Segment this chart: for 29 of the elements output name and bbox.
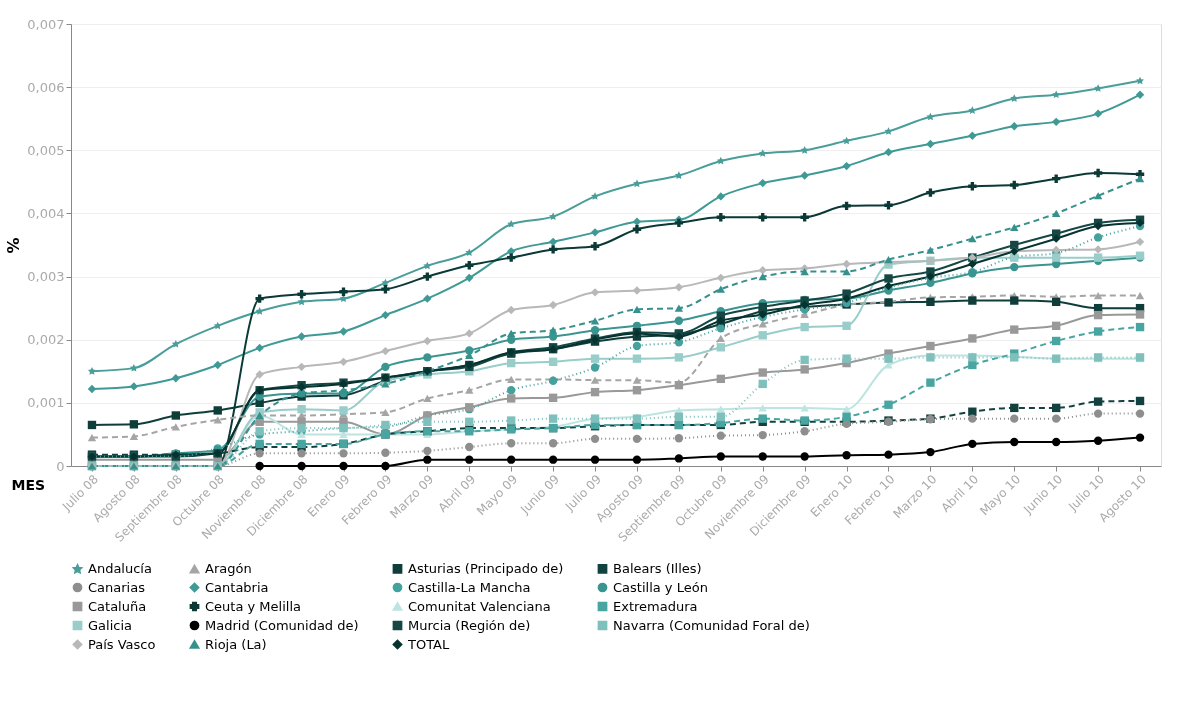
y-tick-label: 0 bbox=[56, 458, 65, 474]
legend-label: País Vasco bbox=[88, 636, 156, 652]
legend-label: Extremadura bbox=[613, 598, 698, 614]
legend-label: Madrid (Comunidad de) bbox=[205, 617, 359, 633]
legend-label: Cantabria bbox=[205, 579, 269, 595]
legend-label: Galicia bbox=[88, 617, 132, 633]
legend-label: Castilla y León bbox=[613, 579, 708, 595]
y-tick-label: 0,007 bbox=[27, 16, 65, 32]
y-tick-label: 0,003 bbox=[27, 269, 65, 285]
x-axis-title: MES bbox=[11, 476, 46, 493]
legend-label: Castilla-La Mancha bbox=[408, 579, 531, 595]
y-tick-label: 0,002 bbox=[27, 332, 65, 348]
y-tick-label: 0,001 bbox=[27, 395, 65, 411]
legend-label: Navarra (Comunidad Foral de) bbox=[613, 617, 810, 633]
legend-label: Canarias bbox=[88, 579, 146, 595]
legend-label: Cataluña bbox=[88, 598, 147, 614]
legend-label: Balears (Illes) bbox=[613, 560, 702, 576]
legend-label: Aragón bbox=[205, 561, 252, 577]
y-tick-label: 0,006 bbox=[27, 79, 65, 95]
legend-label: Andalucía bbox=[88, 561, 152, 577]
y-tick-label: 0,005 bbox=[27, 142, 65, 158]
y-axis-title: % bbox=[4, 237, 24, 254]
y-tick-label: 0,004 bbox=[27, 205, 65, 221]
legend-label: Murcia (Región de) bbox=[408, 617, 531, 633]
legend-label: Ceuta y Melilla bbox=[205, 598, 301, 614]
legend-label: Asturias (Principado de) bbox=[408, 560, 564, 576]
legend-label: Rioja (La) bbox=[205, 636, 267, 652]
legend-label: Comunitat Valenciana bbox=[408, 598, 551, 614]
legend-label: TOTAL bbox=[407, 636, 450, 652]
